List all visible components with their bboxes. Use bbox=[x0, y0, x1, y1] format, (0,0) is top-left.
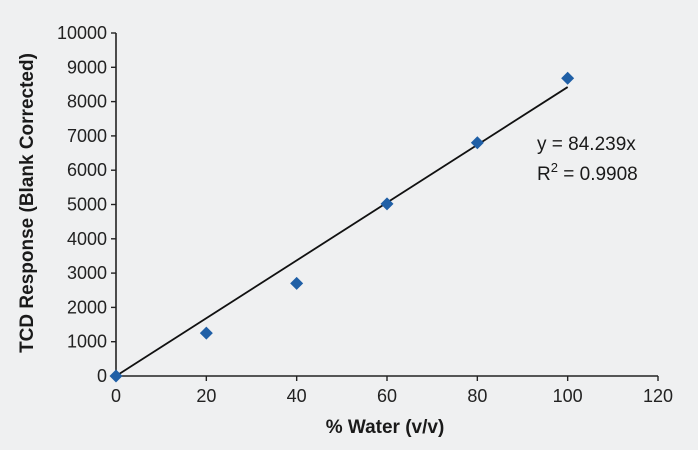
x-tick-label: 80 bbox=[467, 386, 487, 406]
data-point-diamond bbox=[199, 326, 213, 340]
y-tick-label: 2000 bbox=[67, 297, 107, 317]
y-tick-label: 4000 bbox=[67, 229, 107, 249]
y-tick-label: 6000 bbox=[67, 160, 107, 180]
r-squared-label: R2 = 0.9908 bbox=[537, 160, 638, 185]
trendline-equation: y = 84.239x bbox=[537, 134, 636, 155]
y-tick-label: 1000 bbox=[67, 332, 107, 352]
r-squared-superscript: 2 bbox=[551, 160, 558, 175]
r-squared-prefix: R bbox=[537, 164, 551, 185]
x-tick-label: 60 bbox=[377, 386, 397, 406]
trend-line bbox=[115, 86, 569, 377]
y-tick-label: 7000 bbox=[67, 126, 107, 146]
y-axis-title: TCD Response (Blank Corrected) bbox=[17, 53, 38, 353]
data-point-diamond bbox=[290, 276, 304, 290]
x-axis-title: % Water (v/v) bbox=[326, 417, 445, 438]
x-tick-label: 40 bbox=[287, 386, 307, 406]
y-tick-label: 8000 bbox=[67, 92, 107, 112]
y-tick-label: 3000 bbox=[67, 263, 107, 283]
y-tick-label: 9000 bbox=[67, 57, 107, 77]
data-point-diamond bbox=[470, 136, 484, 150]
y-axis-ticks: 0 1000 2000 3000 4000 5000 6000 7000 8000 9000 100… bbox=[57, 23, 116, 386]
r-squared-value: = 0.9908 bbox=[558, 164, 638, 185]
x-tick-label: 0 bbox=[111, 386, 121, 406]
x-tick-label: 100 bbox=[553, 386, 583, 406]
y-tick-label: 0 bbox=[97, 366, 107, 386]
y-tick-label: 10000 bbox=[57, 23, 107, 43]
y-tick-label: 5000 bbox=[67, 195, 107, 215]
data-point-diamond bbox=[109, 369, 123, 383]
data-point-diamond bbox=[561, 71, 575, 85]
data-points bbox=[109, 71, 575, 383]
x-axis-ticks: 0 20 40 60 80 100 120 bbox=[111, 376, 673, 406]
x-tick-label: 120 bbox=[643, 386, 673, 406]
data-point-diamond bbox=[380, 197, 394, 211]
x-tick-label: 20 bbox=[196, 386, 216, 406]
